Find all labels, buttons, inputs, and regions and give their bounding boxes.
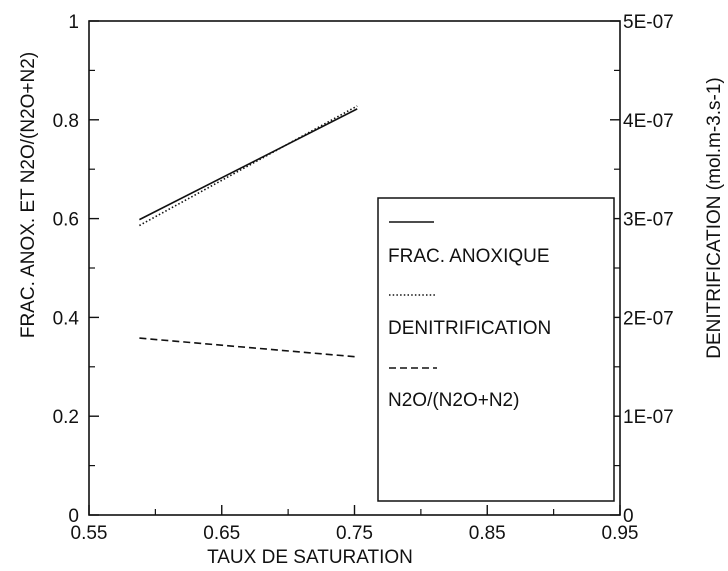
right-y-tick-label: 3E-07: [623, 210, 674, 231]
series-denitrification: [139, 105, 358, 227]
left-y-axis: 0 0.2 0.4 0.6 0.8 1: [53, 12, 99, 527]
left-y-tick-label: 0.6: [53, 210, 79, 231]
right-y-tick-label: 5E-07: [623, 12, 674, 33]
left-y-tick-label: 0: [68, 506, 79, 527]
right-y-tick-label: 1E-07: [623, 407, 674, 428]
legend-label-frac-anoxique: FRAC. ANOXIQUE: [388, 246, 550, 267]
legend-box: [377, 197, 615, 502]
right-y-tick-label: 4E-07: [623, 111, 674, 132]
legend: FRAC. ANOXIQUE DENITRIFICATION N2O/(N2O+…: [377, 197, 615, 502]
right-y-tick-label: 2E-07: [623, 308, 674, 329]
legend-label-n2o-ratio: N2O/(N2O+N2): [388, 390, 519, 411]
left-y-tick-label: 0.4: [53, 308, 80, 329]
series-frac-anoxique: [139, 108, 358, 221]
x-axis-title: TAUX DE SATURATION: [207, 547, 413, 568]
left-y-axis-title: FRAC. ANOX. ET N2O/(N2O+N2): [18, 52, 39, 338]
right-y-tick-label: 0: [623, 506, 634, 527]
legend-label-denitrification: DENITRIFICATION: [388, 318, 551, 339]
left-y-tick-label: 0.8: [53, 111, 79, 132]
left-y-tick-label: 0.2: [53, 407, 79, 428]
x-tick-label: 0.55: [71, 523, 108, 544]
right-y-axis-title: DENITRIFICATION (mol.m-3.s-1): [704, 77, 725, 358]
x-tick-label: 0.65: [203, 523, 240, 544]
x-axis: 0.55 0.65 0.75 0.85 0.95: [71, 505, 639, 544]
x-tick-label: 0.85: [469, 523, 506, 544]
series-lines: [139, 105, 358, 358]
x-tick-label: 0.75: [336, 523, 373, 544]
x-tick-label: 0.95: [602, 523, 639, 544]
series-n2o-ratio: [139, 337, 358, 358]
left-y-tick-label: 1: [68, 12, 79, 33]
right-y-axis: 0 1E-07 2E-07 3E-07 4E-07 5E-07: [610, 12, 674, 527]
